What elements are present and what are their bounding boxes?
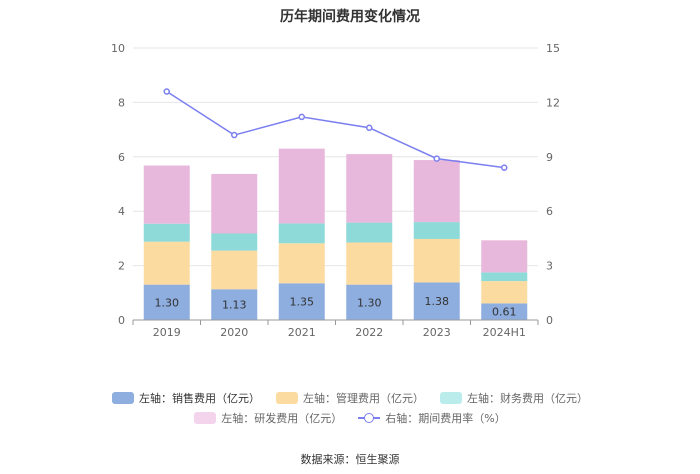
legend-item-rate[interactable]: 右轴：期间费用率（%） <box>358 410 506 426</box>
legend-row-2: 左轴：研发费用（亿元） 右轴：期间费用率（%） <box>0 408 700 428</box>
legend-label-finance: 左轴：财务费用（亿元） <box>467 392 588 405</box>
right-tick-label: 12 <box>546 96 560 109</box>
bar-segment-rnd <box>211 173 258 234</box>
rate-point <box>501 164 508 171</box>
legend-swatch-sales <box>112 392 134 404</box>
rate-point <box>163 88 170 95</box>
bar-segment-rnd <box>143 165 190 224</box>
legend-item-rnd[interactable]: 左轴：研发费用（亿元） <box>194 410 342 426</box>
legend-swatch-admin <box>276 392 298 404</box>
legend-swatch-finance <box>440 392 462 404</box>
legend-item-finance[interactable]: 左轴：财务费用（亿元） <box>440 390 588 406</box>
data-label-bg <box>287 293 316 310</box>
x-tick-label: 2024H1 <box>483 326 526 339</box>
bar-segment-admin <box>346 242 393 285</box>
legend-item-admin[interactable]: 左轴：管理费用（亿元） <box>276 390 424 406</box>
data-label-bg <box>152 294 181 311</box>
right-tick-label: 6 <box>546 205 553 218</box>
legend-label-admin: 左轴：管理费用（亿元） <box>303 392 424 405</box>
rate-point <box>366 124 373 132</box>
x-tick-label: 2022 <box>355 326 383 339</box>
bar-segment-finance <box>278 223 325 244</box>
bar-segment-rnd <box>481 240 528 273</box>
rate-point <box>433 155 440 162</box>
bar-segment-finance <box>211 233 258 251</box>
left-tick-label: 2 <box>118 260 125 273</box>
left-tick-label: 6 <box>118 151 125 164</box>
data-label-bg <box>490 303 519 320</box>
data-source: 数据来源：恒生聚源 <box>300 453 400 466</box>
bar-segment-rnd <box>346 154 393 223</box>
bar-segment-admin <box>211 250 258 290</box>
left-tick-label: 4 <box>118 205 125 218</box>
rate-point <box>231 131 238 139</box>
x-tick-label: 2020 <box>220 326 248 339</box>
legend-row-1: 左轴：销售费用（亿元） 左轴：管理费用（亿元） 左轴：财务费用（亿元） <box>0 388 700 408</box>
data-label: 1.38 <box>425 295 450 308</box>
bar-segment-admin <box>413 238 460 283</box>
right-tick-label: 0 <box>546 314 553 327</box>
bar-segment-finance <box>346 222 393 243</box>
legend-label-rate: 右轴：期间费用率（%） <box>385 412 506 425</box>
bar-segment-admin <box>143 241 190 285</box>
right-tick-label: 9 <box>546 151 553 164</box>
bar-segment-admin <box>481 281 528 304</box>
data-label: 1.13 <box>222 299 247 312</box>
legend-label-rnd: 左轴：研发费用（亿元） <box>221 412 343 425</box>
bar-segment-finance <box>481 272 528 282</box>
chart-legend: 左轴：销售费用（亿元） 左轴：管理费用（亿元） 左轴：财务费用（亿元） 左轴：研… <box>0 388 700 428</box>
right-tick-label: 15 <box>546 42 560 55</box>
left-tick-label: 10 <box>111 42 125 55</box>
left-tick-label: 0 <box>118 314 125 327</box>
rate-line <box>166 90 505 169</box>
data-label-bg <box>220 296 249 313</box>
left-tick-label: 8 <box>118 96 125 109</box>
x-tick-label: 2021 <box>288 326 316 339</box>
legend-line-marker-icon <box>358 412 381 424</box>
legend-item-sales[interactable]: 左轴：销售费用（亿元） <box>112 390 260 406</box>
data-label-bg <box>422 293 451 310</box>
data-label: 1.35 <box>290 296 315 309</box>
x-tick-label: 2023 <box>423 326 451 339</box>
bar-segment-admin <box>278 243 325 284</box>
rate-point <box>298 113 305 121</box>
bar-segment-rnd <box>278 148 325 224</box>
right-tick-label: 3 <box>546 260 553 273</box>
x-tick-label: 2019 <box>153 326 181 339</box>
data-label: 1.30 <box>155 296 180 309</box>
bar-segment-rnd <box>413 160 460 223</box>
legend-label-sales: 左轴：销售费用（亿元） <box>139 392 260 405</box>
legend-swatch-rnd <box>194 412 217 424</box>
bar-segment-finance <box>143 223 190 242</box>
data-label: 0.61 <box>492 306 517 319</box>
chart-title: 历年期间费用变化情况 <box>280 9 420 25</box>
data-label: 1.30 <box>357 296 382 309</box>
data-label-bg <box>355 294 384 311</box>
bar-segment-finance <box>413 222 460 239</box>
